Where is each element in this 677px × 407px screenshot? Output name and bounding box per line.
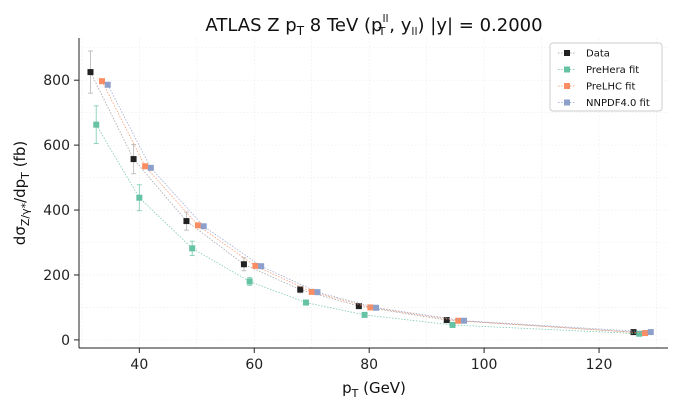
legend-box [549, 42, 663, 112]
data-point [443, 317, 450, 324]
data-point [104, 81, 111, 88]
data-point [258, 263, 265, 270]
data-point [367, 304, 374, 311]
legend-label: Data [586, 49, 610, 60]
legend-marker [564, 83, 570, 89]
legend-label: PreHera fit [586, 65, 639, 76]
data-point [246, 278, 253, 285]
data-point [647, 329, 654, 336]
data-point [252, 262, 259, 269]
y-axis-ticks: 0 200 400 600 800 [43, 73, 79, 349]
series-prelhc-fit [98, 78, 649, 337]
data-point [449, 321, 456, 328]
data-point [189, 245, 196, 252]
data-point [240, 261, 247, 268]
data-point [630, 329, 637, 336]
series-nnpdf4-0-fit [104, 81, 654, 336]
data-point [461, 317, 468, 324]
legend-entry: NNPDF4.0 fit [558, 98, 650, 109]
data-point [373, 304, 380, 311]
legend: Data PreHera fit PreLHC fit NNPDF4.0 fit [549, 42, 663, 112]
x-tick-label: 40 [130, 357, 148, 373]
data-point [136, 194, 143, 201]
data-point [194, 222, 201, 229]
data-point [636, 330, 643, 337]
series-line [95, 124, 640, 335]
data-point [314, 289, 321, 296]
data-point [200, 223, 207, 230]
y-tick-label: 600 [43, 138, 70, 154]
x-axis-ticks: 40 60 80 100 120 [130, 348, 612, 373]
data-point [361, 311, 368, 318]
series-line [90, 71, 634, 333]
y-tick-label: 400 [43, 203, 70, 219]
series-line [107, 84, 651, 333]
data-point [308, 288, 315, 295]
legend-marker [564, 50, 570, 56]
legend-entry: Data [558, 49, 610, 60]
y-tick-label: 800 [43, 73, 70, 89]
y-tick-label: 200 [43, 268, 70, 284]
data-point [87, 69, 94, 76]
data-point [142, 163, 149, 170]
plot-area [87, 50, 654, 337]
x-tick-label: 60 [245, 357, 263, 373]
data-point [302, 299, 309, 306]
y-axis-title: dσZ/γ*/dpT (fb) [11, 141, 32, 245]
legend-entry: PreHera fit [558, 65, 639, 76]
data-point [183, 218, 190, 225]
series-prehera-fit [93, 105, 643, 337]
data-point [93, 121, 100, 128]
data-point [98, 78, 105, 85]
legend-entry: PreLHC fit [558, 82, 635, 93]
data-point [642, 330, 649, 337]
series-data [87, 50, 637, 336]
legend-label: NNPDF4.0 fit [586, 98, 650, 109]
x-tick-label: 80 [360, 357, 378, 373]
chart-title: ATLAS Z pT 8 TeV (pll T, yll) |y| = 0.200… [205, 12, 542, 38]
legend-label: PreLHC fit [586, 82, 635, 93]
x-axis-title: pT (GeV) [342, 379, 406, 400]
data-point [455, 317, 462, 324]
data-point [355, 303, 362, 310]
data-point [130, 156, 137, 163]
data-point [147, 164, 154, 171]
series-line [101, 81, 646, 334]
legend-marker [564, 99, 570, 106]
legend-marker [564, 66, 570, 73]
x-tick-label: 120 [586, 357, 613, 373]
x-tick-label: 100 [471, 357, 498, 373]
data-point [297, 286, 304, 293]
y-tick-label: 0 [61, 333, 70, 349]
